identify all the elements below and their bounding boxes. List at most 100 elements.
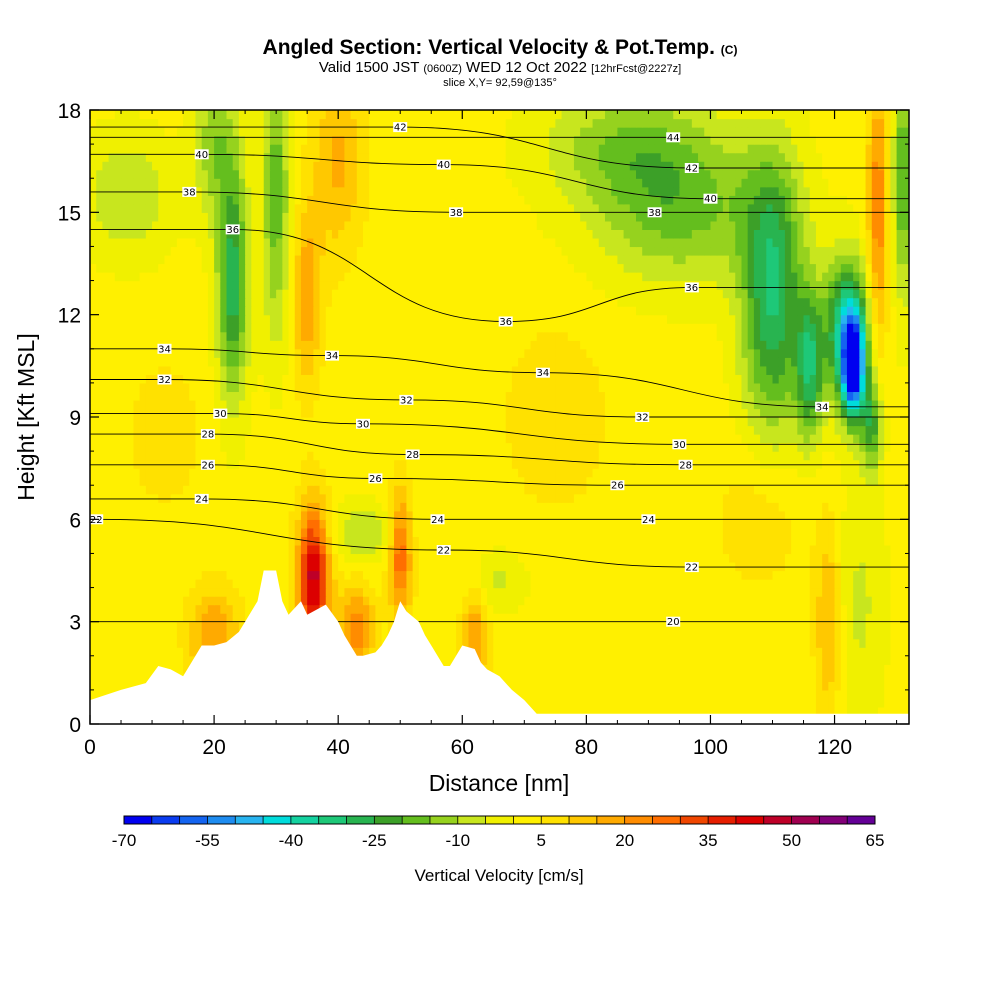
field-cell	[797, 613, 805, 623]
field-cell	[96, 527, 103, 537]
field-cell	[387, 442, 395, 452]
field-cell	[542, 570, 550, 580]
field-cell	[859, 561, 867, 572]
field-cell	[567, 553, 575, 563]
field-cell	[884, 459, 891, 469]
field-cell	[468, 604, 476, 614]
field-cell	[741, 681, 749, 691]
field-cell	[542, 561, 550, 572]
field-cell	[828, 502, 836, 512]
field-cell	[741, 417, 749, 427]
field-cell	[735, 587, 743, 597]
field-cell	[331, 587, 339, 597]
field-cell	[902, 655, 909, 665]
field-cell	[127, 655, 135, 665]
field-cell	[245, 434, 252, 444]
field-cell	[698, 476, 705, 486]
field-cell	[598, 579, 606, 589]
field-cell	[884, 689, 891, 700]
field-cell	[505, 510, 513, 520]
field-cell	[152, 579, 159, 589]
field-cell	[158, 442, 166, 452]
field-cell	[592, 476, 600, 486]
field-cell	[803, 604, 811, 614]
field-cell	[704, 451, 712, 461]
field-cell	[183, 587, 190, 597]
field-cell	[704, 510, 712, 520]
field-cell	[183, 579, 190, 589]
field-cell	[201, 510, 209, 520]
field-cell	[505, 638, 513, 648]
field-cell	[276, 570, 283, 580]
field-cell	[722, 621, 730, 631]
field-cell	[269, 527, 277, 537]
field-cell	[536, 596, 544, 606]
field-cell	[418, 621, 426, 631]
field-cell	[251, 536, 259, 546]
field-cell	[251, 459, 259, 469]
field-cell	[617, 544, 625, 555]
field-cell	[716, 698, 724, 708]
field-cell	[673, 672, 681, 682]
field-cell	[139, 536, 147, 546]
field-cell	[245, 451, 252, 461]
field-cell	[437, 536, 445, 546]
field-cell	[201, 621, 209, 631]
field-cell	[381, 485, 389, 495]
field-cell	[667, 579, 674, 589]
field-cell	[623, 468, 631, 478]
field-cell	[400, 417, 408, 427]
field-cell	[586, 638, 594, 648]
field-cell	[809, 698, 817, 708]
field-cell	[747, 544, 755, 555]
field-cell	[338, 536, 345, 546]
field-cell	[549, 476, 556, 486]
field-cell	[356, 519, 364, 529]
field-cell	[617, 587, 625, 597]
field-cell	[778, 561, 786, 572]
field-cell	[114, 621, 122, 631]
field-cell	[573, 502, 581, 512]
field-cell	[871, 647, 879, 657]
field-cell	[152, 417, 159, 427]
field-cell	[753, 536, 761, 546]
field-cell	[152, 468, 159, 478]
field-cell	[679, 451, 687, 461]
field-cell	[660, 570, 668, 580]
field-cell	[536, 510, 544, 520]
field-cell	[232, 596, 240, 606]
field-cell	[611, 502, 618, 512]
field-cell	[207, 544, 215, 555]
field-cell	[573, 451, 581, 461]
field-cell	[698, 459, 705, 469]
field-cell	[822, 468, 829, 478]
field-cell	[846, 544, 854, 555]
field-cell	[828, 672, 836, 682]
field-cell	[487, 434, 494, 444]
field-cell	[586, 510, 594, 520]
field-cell	[567, 579, 575, 589]
field-cell	[803, 459, 811, 469]
field-cell	[344, 476, 352, 486]
field-cell	[586, 596, 594, 606]
field-cell	[809, 681, 817, 691]
field-cell	[654, 672, 662, 682]
field-cell	[704, 706, 712, 717]
field-cell	[567, 468, 575, 478]
field-cell	[189, 493, 197, 503]
field-cell	[760, 434, 767, 444]
field-cell	[102, 502, 110, 512]
field-cell	[350, 621, 358, 631]
field-cell	[493, 493, 501, 503]
field-cell	[425, 399, 432, 410]
field-cell	[853, 689, 860, 700]
field-cell	[636, 544, 643, 555]
field-cell	[623, 519, 631, 529]
field-cell	[282, 425, 290, 435]
field-cell	[698, 417, 705, 427]
field-cell	[505, 417, 513, 427]
field-cell	[133, 672, 141, 682]
field-cell	[245, 408, 252, 418]
field-cell	[381, 570, 389, 580]
field-cell	[195, 587, 203, 597]
